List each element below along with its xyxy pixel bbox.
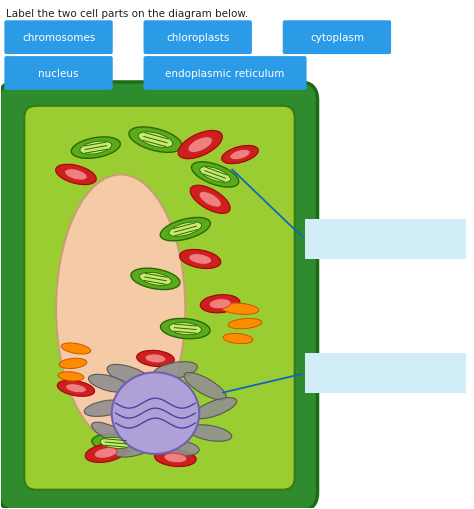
Ellipse shape [107,364,154,388]
Ellipse shape [221,303,259,315]
Ellipse shape [94,448,117,458]
Ellipse shape [169,222,201,237]
FancyBboxPatch shape [4,21,113,55]
Ellipse shape [57,380,95,397]
Ellipse shape [153,362,198,379]
Ellipse shape [152,440,199,456]
Ellipse shape [160,218,210,241]
Ellipse shape [145,354,166,363]
Text: cytoplasm: cytoplasm [310,33,364,43]
Ellipse shape [66,384,86,393]
Ellipse shape [209,299,231,309]
Ellipse shape [112,373,199,454]
Ellipse shape [71,137,120,159]
Ellipse shape [199,192,221,208]
FancyBboxPatch shape [24,106,295,490]
Ellipse shape [188,137,212,153]
Ellipse shape [164,453,187,463]
Ellipse shape [230,150,250,160]
Ellipse shape [222,146,258,164]
Ellipse shape [180,250,221,269]
Ellipse shape [56,175,185,443]
Ellipse shape [85,443,127,463]
FancyBboxPatch shape [283,21,391,55]
Ellipse shape [131,269,180,290]
Ellipse shape [178,131,222,159]
Ellipse shape [169,323,201,335]
Text: chromosomes: chromosomes [22,33,95,43]
FancyBboxPatch shape [0,83,318,509]
Ellipse shape [190,186,230,214]
Ellipse shape [55,165,96,185]
Ellipse shape [58,372,84,381]
Ellipse shape [184,373,226,400]
Ellipse shape [129,128,182,153]
Ellipse shape [114,439,157,457]
Ellipse shape [89,375,129,392]
Ellipse shape [80,142,112,155]
Ellipse shape [189,254,211,265]
Ellipse shape [189,425,232,441]
Text: chloroplasts: chloroplasts [166,33,229,43]
Ellipse shape [138,132,173,148]
Text: endoplasmic reticulum: endoplasmic reticulum [165,69,285,79]
FancyBboxPatch shape [305,220,465,260]
Ellipse shape [92,434,139,452]
Ellipse shape [59,359,87,369]
Ellipse shape [161,319,210,339]
Ellipse shape [100,438,131,448]
Ellipse shape [155,449,196,467]
FancyBboxPatch shape [4,57,113,91]
Ellipse shape [200,167,230,183]
FancyBboxPatch shape [305,354,465,393]
FancyBboxPatch shape [144,21,252,55]
Ellipse shape [223,334,253,344]
Ellipse shape [91,422,130,444]
Ellipse shape [193,398,237,419]
FancyBboxPatch shape [144,57,307,91]
Ellipse shape [61,343,91,354]
Text: nucleus: nucleus [38,69,79,79]
Ellipse shape [228,319,262,329]
Ellipse shape [191,162,239,188]
Ellipse shape [65,169,87,181]
Ellipse shape [137,351,174,367]
Ellipse shape [201,295,240,313]
Ellipse shape [84,400,128,416]
Ellipse shape [139,273,172,286]
Text: Label the two cell parts on the diagram below.: Label the two cell parts on the diagram … [6,9,248,19]
